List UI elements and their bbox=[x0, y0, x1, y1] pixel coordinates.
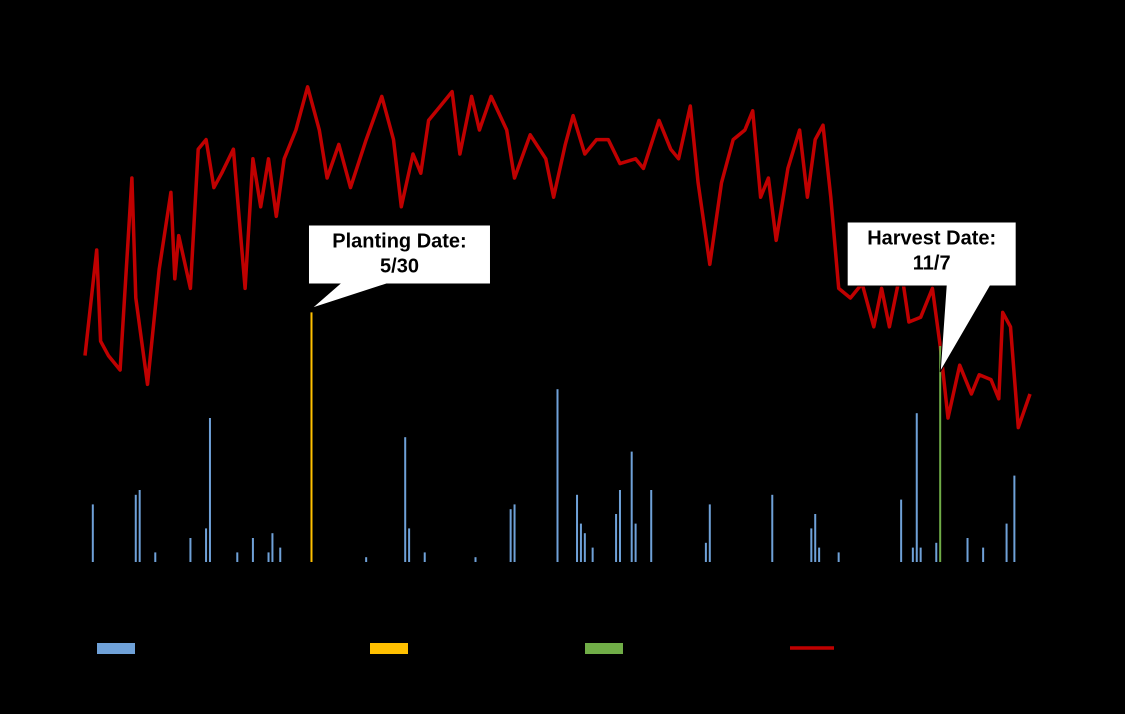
bar bbox=[634, 523, 637, 562]
bar bbox=[205, 528, 208, 562]
legend-swatch bbox=[97, 643, 135, 654]
bar bbox=[91, 504, 94, 562]
bar bbox=[208, 418, 211, 562]
bar bbox=[650, 490, 653, 562]
callout-text: Planting Date: bbox=[332, 230, 466, 252]
bar bbox=[279, 547, 282, 562]
bar bbox=[236, 552, 239, 562]
bar bbox=[408, 528, 411, 562]
callout-box bbox=[846, 221, 1017, 373]
bar bbox=[513, 504, 516, 562]
bar bbox=[583, 533, 586, 562]
callout-box bbox=[307, 224, 491, 309]
bar bbox=[404, 437, 407, 562]
callout-text: 11/7 bbox=[913, 252, 951, 274]
bar bbox=[474, 557, 477, 562]
bar bbox=[935, 542, 938, 562]
bar bbox=[556, 389, 559, 562]
bar bbox=[618, 490, 621, 562]
bar bbox=[189, 538, 192, 562]
callout-text: 5/30 bbox=[380, 255, 419, 277]
bar bbox=[911, 547, 914, 562]
bar bbox=[576, 494, 579, 562]
bar bbox=[708, 504, 711, 562]
bar bbox=[591, 547, 594, 562]
bar bbox=[919, 547, 922, 562]
bar bbox=[1013, 475, 1016, 562]
bar bbox=[771, 494, 774, 562]
bar bbox=[615, 514, 618, 562]
bar bbox=[579, 523, 582, 562]
bar bbox=[982, 547, 985, 562]
bar bbox=[251, 538, 254, 562]
bar bbox=[271, 533, 274, 562]
bar bbox=[915, 413, 918, 562]
bar bbox=[365, 557, 368, 562]
bar bbox=[267, 552, 270, 562]
bar bbox=[138, 490, 141, 562]
bar bbox=[154, 552, 157, 562]
bar bbox=[818, 547, 821, 562]
bar bbox=[630, 451, 633, 562]
legend-swatch bbox=[585, 643, 623, 654]
bar bbox=[900, 499, 903, 562]
bar bbox=[1005, 523, 1008, 562]
bar bbox=[134, 494, 137, 562]
temperature-line bbox=[83, 85, 1032, 430]
bar bbox=[704, 542, 707, 562]
bar bbox=[966, 538, 969, 562]
bar bbox=[837, 552, 840, 562]
callout-text: Harvest Date: bbox=[867, 227, 996, 249]
bar bbox=[423, 552, 426, 562]
bar bbox=[810, 528, 813, 562]
bar bbox=[814, 514, 817, 562]
bar bbox=[509, 509, 512, 562]
legend-swatch bbox=[370, 643, 408, 654]
